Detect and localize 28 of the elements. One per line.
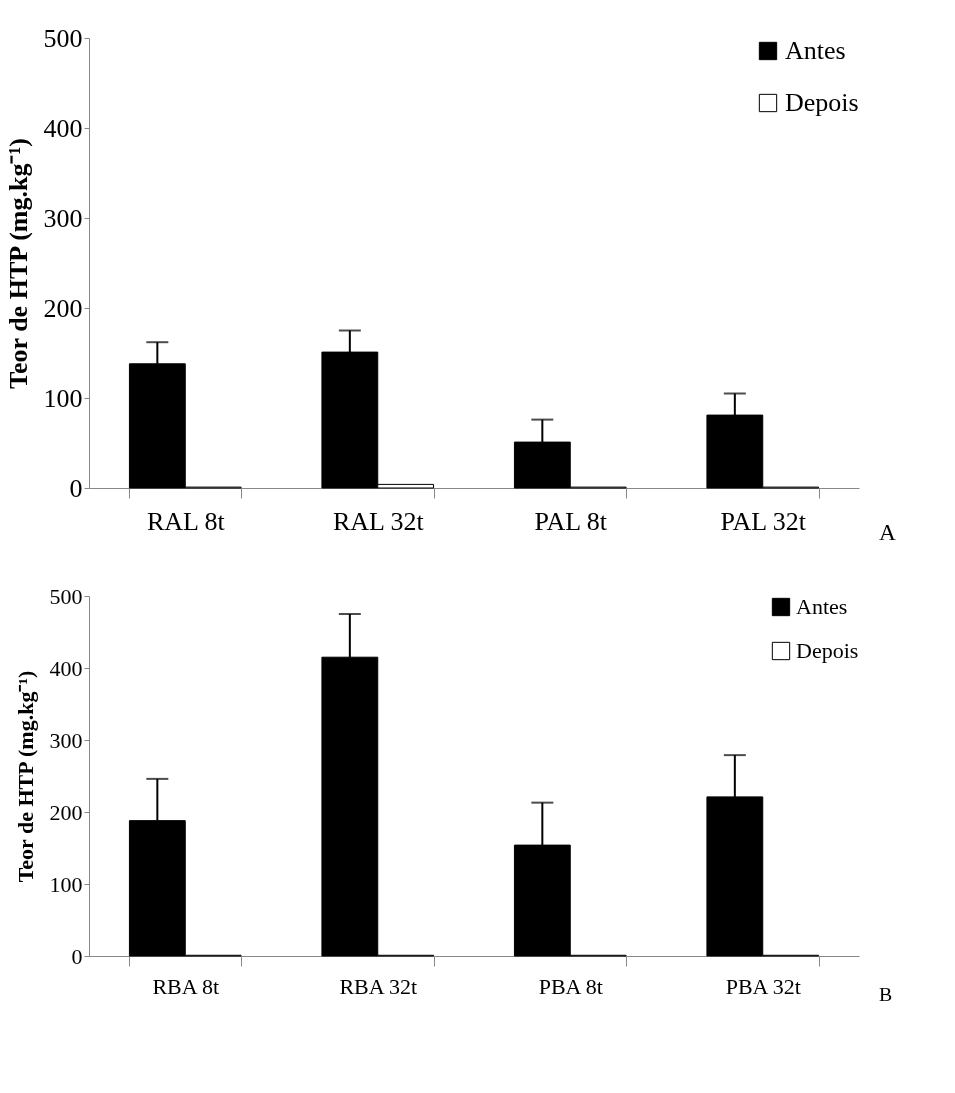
y-tick-label: 400 xyxy=(43,113,83,143)
text: B xyxy=(879,982,893,1005)
x-tick-label: RAL 8t xyxy=(146,506,226,536)
legend-label: Depois xyxy=(796,638,859,663)
y-tick-label: 300 xyxy=(43,203,83,233)
y-axis-title: Teor de HTP (mg.kg⁻¹) xyxy=(3,138,33,389)
x-tick-label: PBA 8t xyxy=(538,973,603,999)
y-tick-label: 500 xyxy=(43,23,83,53)
y-tick-label: 400 xyxy=(49,655,83,681)
x-tick-label: RBA 32t xyxy=(339,973,418,999)
legend-label: Antes xyxy=(785,36,846,65)
x-tick-label: PBA 32t xyxy=(725,973,801,999)
x-tick-label: RBA 8t xyxy=(152,973,220,999)
y-tick-label: 0 xyxy=(69,473,83,503)
y-axis-title: Teor de HTP (mg.kg⁻¹) xyxy=(12,670,38,883)
legend-label: Depois xyxy=(785,88,859,117)
x-tick-label: RAL 32t xyxy=(332,506,425,536)
text: A xyxy=(879,518,896,545)
x-tick-label: PAL 32t xyxy=(720,506,807,536)
y-tick-label: 500 xyxy=(49,583,83,609)
x-tick-label: PAL 8t xyxy=(534,506,608,536)
y-tick-label: 200 xyxy=(49,799,83,825)
y-tick-label: 0 xyxy=(71,943,83,969)
y-tick-label: 100 xyxy=(49,871,83,897)
y-tick-label: 300 xyxy=(49,727,83,753)
y-tick-label: 200 xyxy=(43,293,83,323)
legend-label: Antes xyxy=(796,594,848,619)
y-tick-label: 100 xyxy=(43,383,83,413)
